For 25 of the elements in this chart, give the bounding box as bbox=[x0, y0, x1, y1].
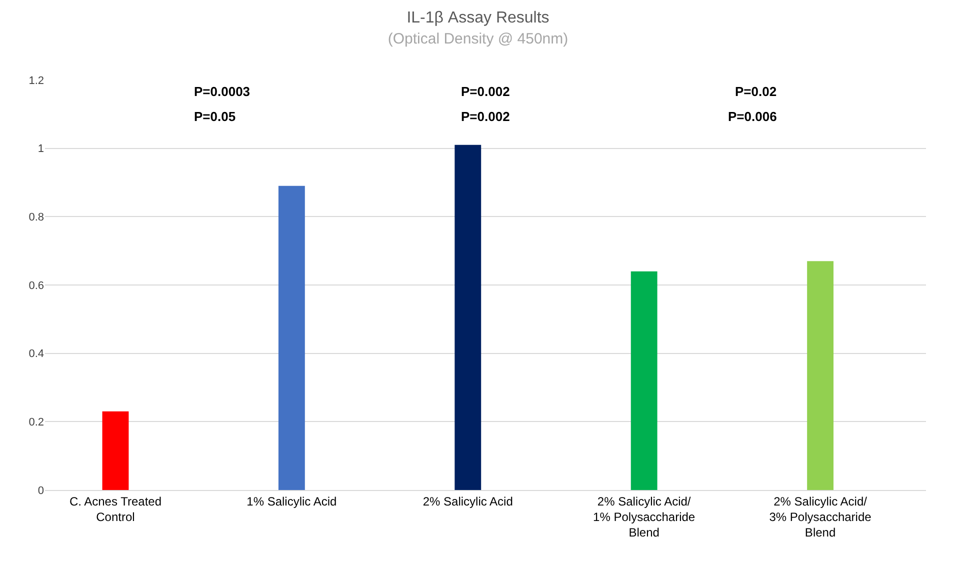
annotation: P=0.05 bbox=[194, 109, 236, 124]
bar bbox=[102, 411, 129, 490]
annotation: P=0.02 bbox=[735, 84, 777, 99]
chart-subtitle: (Optical Density @ 450nm) bbox=[388, 30, 568, 48]
y-tick-label: 1 bbox=[38, 143, 44, 156]
bar bbox=[454, 144, 482, 490]
annotation: P=0.002 bbox=[461, 84, 510, 99]
bar bbox=[630, 271, 658, 490]
annotation: P=0.0003 bbox=[194, 84, 250, 99]
y-tick-label: 1.2 bbox=[28, 74, 44, 87]
y-tick-label: 0.2 bbox=[28, 416, 44, 429]
y-tick-label: 0 bbox=[38, 484, 44, 497]
x-tick-label: 2% Salicylic Acid/ 1% Polysaccharide Blend bbox=[593, 494, 696, 540]
y-tick-label: 0.4 bbox=[28, 348, 44, 360]
y-tick-label: 0.6 bbox=[28, 280, 44, 292]
x-tick-label: 2% Salicylic Acid/ 3% Polysaccharide Blend bbox=[769, 494, 872, 540]
bar bbox=[278, 186, 305, 490]
bar bbox=[807, 261, 834, 490]
chart-title: IL-1β Assay Results bbox=[406, 10, 550, 27]
y-tick-label: 0.8 bbox=[28, 212, 44, 224]
annotation: P=0.002 bbox=[461, 109, 510, 124]
x-tick-label: C. Acnes Treated Control bbox=[69, 494, 162, 524]
x-tick-label: 1% Salicylic Acid bbox=[246, 494, 337, 508]
x-tick-label: 2% Salicylic Acid bbox=[422, 494, 513, 508]
annotation: P=0.006 bbox=[728, 109, 777, 124]
